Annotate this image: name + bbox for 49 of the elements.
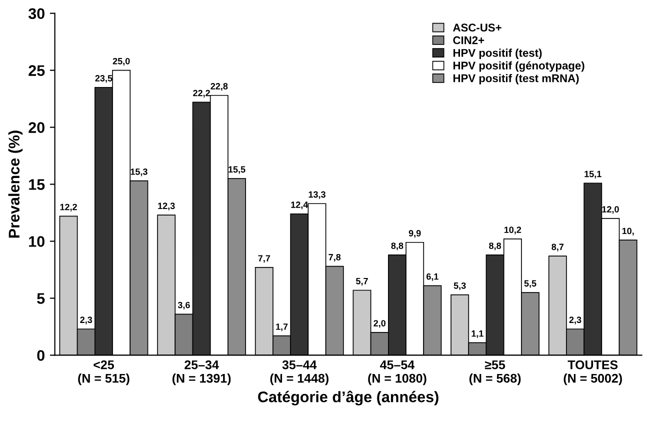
data-label: 15,3 <box>130 168 148 176</box>
data-label: 12,3 <box>158 202 175 210</box>
x-tick-label: 25–34 (N = 1391) <box>172 360 231 386</box>
data-label: 10, <box>622 228 634 236</box>
y-tick-label: 15 <box>29 179 45 190</box>
data-label: 5,7 <box>356 278 368 286</box>
data-label: 6,1 <box>426 273 438 282</box>
legend-label: HPV positif (test mRNA) <box>453 74 579 84</box>
data-label: 8,8 <box>489 242 502 250</box>
data-label: 5,5 <box>524 280 536 288</box>
legend-label: ASC-US+ <box>453 24 502 32</box>
data-label: 22,2 <box>193 90 210 98</box>
data-label: 12,4 <box>291 202 308 210</box>
data-label: 5,3 <box>454 282 466 290</box>
data-label: 8,8 <box>391 242 404 250</box>
y-tick-label: 25 <box>28 65 45 76</box>
data-label: 2,3 <box>80 316 92 324</box>
x-tick-label: 45–54 (N = 1080) <box>368 360 426 386</box>
data-label: 8,7 <box>552 244 564 252</box>
y-tick-label: 0 <box>37 350 44 361</box>
data-label: 7,7 <box>258 255 270 263</box>
y-tick-label: 5 <box>37 293 45 304</box>
data-label: 15,5 <box>228 166 246 174</box>
x-tick-label: <25 (N = 515) <box>78 360 130 386</box>
data-label: 12,2 <box>60 204 77 212</box>
data-label: 10,2 <box>504 226 522 234</box>
data-label: 13,3 <box>308 191 326 199</box>
y-tick-label: 30 <box>28 8 44 20</box>
data-label: 2,0 <box>374 320 386 328</box>
data-label: 3,6 <box>178 302 190 310</box>
legend-label: HPV positif (test) <box>453 48 542 60</box>
data-label: 1,1 <box>472 330 484 338</box>
data-label: 25,0 <box>112 58 130 66</box>
x-tick-label: 35–44 (N = 1448) <box>270 360 328 386</box>
legend-label: HPV positif (génotypage) <box>453 61 584 72</box>
data-label: 1,7 <box>276 324 288 332</box>
y-tick-label: 10 <box>29 236 44 247</box>
data-label: 12,0 <box>602 206 619 214</box>
x-tick-label: ≥55 (N = 568) <box>469 360 521 386</box>
x-tick-label: TOUTES (N = 5002) <box>564 360 622 386</box>
data-label: 7,8 <box>328 254 341 262</box>
y-axis-title: Prevalence (%) <box>8 130 23 238</box>
data-label: 22,8 <box>210 83 228 91</box>
data-label: 9,9 <box>408 230 421 238</box>
data-label: 2,3 <box>569 316 582 324</box>
y-tick-label: 20 <box>28 122 44 133</box>
data-label: 15,1 <box>584 170 602 178</box>
legend-label: CIN2+ <box>453 36 484 44</box>
x-axis-title: Catégorie d’âge (années) <box>258 390 438 406</box>
